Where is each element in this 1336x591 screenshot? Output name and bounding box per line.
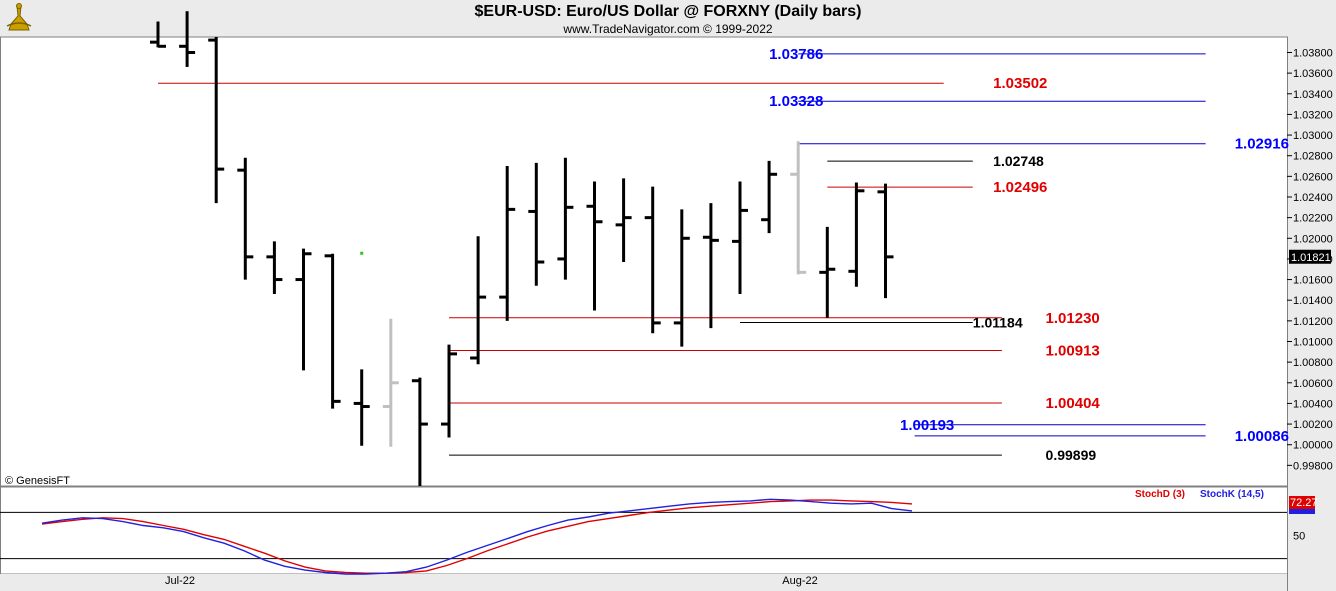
ohlc-bar — [557, 157, 574, 280]
level-label: 1.03786 — [769, 46, 823, 63]
y-tick-label: 1.02800 — [1293, 151, 1333, 163]
y-tick-label: 1.00000 — [1293, 440, 1333, 452]
ohlc-bar — [237, 157, 254, 280]
ohlc-bar — [382, 318, 399, 447]
indicator-value-label: 72.27 — [1290, 497, 1318, 509]
stoch-d-line — [41, 499, 913, 574]
ohlc-bar — [411, 377, 428, 486]
last-price-label: 1.01821 — [1291, 252, 1331, 264]
y-tick-label: 1.00800 — [1293, 357, 1333, 369]
y-tick-label: 1.01400 — [1293, 295, 1333, 307]
indicator-legend-entry: StochD (3) — [1135, 489, 1185, 500]
stoch-k-line — [41, 498, 913, 575]
y-tick-label: 1.00200 — [1293, 419, 1333, 431]
y-tick-label: 0.99800 — [1293, 460, 1333, 472]
indicator-tick-label: 50 — [1293, 531, 1305, 543]
copyright-text: © GenesisFT — [5, 475, 70, 487]
ohlc-bar — [761, 160, 778, 234]
indicator-legend-entry: StochK (14,5) — [1200, 489, 1264, 500]
indicator-k-value-box — [1289, 509, 1315, 514]
ohlc-bar — [615, 178, 632, 263]
ohlc-bar — [848, 182, 865, 287]
ohlc-bar — [353, 369, 370, 446]
logo-icon — [6, 3, 32, 31]
x-tick-label: Aug-22 — [782, 575, 817, 587]
level-label: 1.00913 — [1046, 342, 1100, 359]
level-label: 0.99899 — [1046, 447, 1097, 463]
level-label: 1.03502 — [993, 75, 1047, 92]
level-label: 1.00193 — [900, 417, 954, 434]
y-tick-label: 1.02000 — [1293, 233, 1333, 245]
y-tick-label: 1.02400 — [1293, 192, 1333, 204]
level-label: 1.02916 — [1235, 136, 1289, 153]
ohlc-bar — [324, 253, 341, 409]
ohlc-bar — [499, 166, 516, 321]
ohlc-bar — [702, 203, 719, 329]
y-tick-label: 1.00400 — [1293, 398, 1333, 410]
chart-title: $EUR-USD: Euro/US Dollar @ FORXNY (Daily… — [474, 3, 862, 20]
ohlc-bar — [441, 344, 457, 438]
level-label: 1.01230 — [1046, 310, 1100, 327]
ohlc-bar — [732, 181, 748, 295]
level-label: 1.02748 — [993, 153, 1044, 169]
indicator-value-box — [1289, 496, 1315, 509]
level-label: 1.01184 — [973, 315, 1023, 331]
y-tick-label: 1.01200 — [1293, 316, 1333, 328]
ohlc-bar — [586, 181, 603, 311]
ohlc-bar — [528, 162, 545, 286]
y-tick-label: 1.01000 — [1293, 336, 1333, 348]
ohlc-bar — [819, 226, 836, 318]
ohlc-bar — [266, 241, 283, 295]
y-tick-label: 1.02200 — [1293, 213, 1333, 225]
x-tick-label: Jul-22 — [165, 575, 195, 587]
ohlc-bar — [877, 183, 894, 299]
ohlc-bar — [150, 21, 166, 48]
y-tick-label: 1.01600 — [1293, 275, 1333, 287]
title-bar — [0, 0, 1336, 37]
signal-marker — [360, 251, 364, 255]
y-tick-label: 1.03800 — [1293, 47, 1333, 59]
level-label: 1.02496 — [993, 179, 1047, 196]
x-axis-background — [0, 574, 1287, 591]
ohlc-bar — [208, 37, 225, 204]
ohlc-bar — [470, 236, 487, 365]
y-tick-label: 1.00600 — [1293, 378, 1333, 390]
level-label: 1.03328 — [769, 93, 823, 110]
y-tick-label: 1.03400 — [1293, 89, 1333, 101]
ohlc-bar — [179, 11, 196, 67]
ohlc-bar — [790, 141, 807, 275]
y-tick-label: 1.03600 — [1293, 68, 1333, 80]
ohlc-bar — [644, 186, 661, 334]
y-tick-label: 1.02600 — [1293, 171, 1333, 183]
chart-subtitle: www.TradeNavigator.com © 1999-2022 — [563, 22, 773, 36]
level-label: 1.00086 — [1235, 428, 1289, 445]
last-price-box — [1289, 249, 1331, 264]
level-label: 1.00404 — [1046, 395, 1101, 412]
ohlc-bar — [673, 209, 690, 347]
indicator-panel-frame — [0, 486, 1288, 575]
price-panel-frame — [0, 36, 1288, 487]
y-tick-label: 1.03200 — [1293, 109, 1333, 121]
ohlc-bar — [295, 248, 312, 371]
y-tick-label: 1.03000 — [1293, 130, 1333, 142]
